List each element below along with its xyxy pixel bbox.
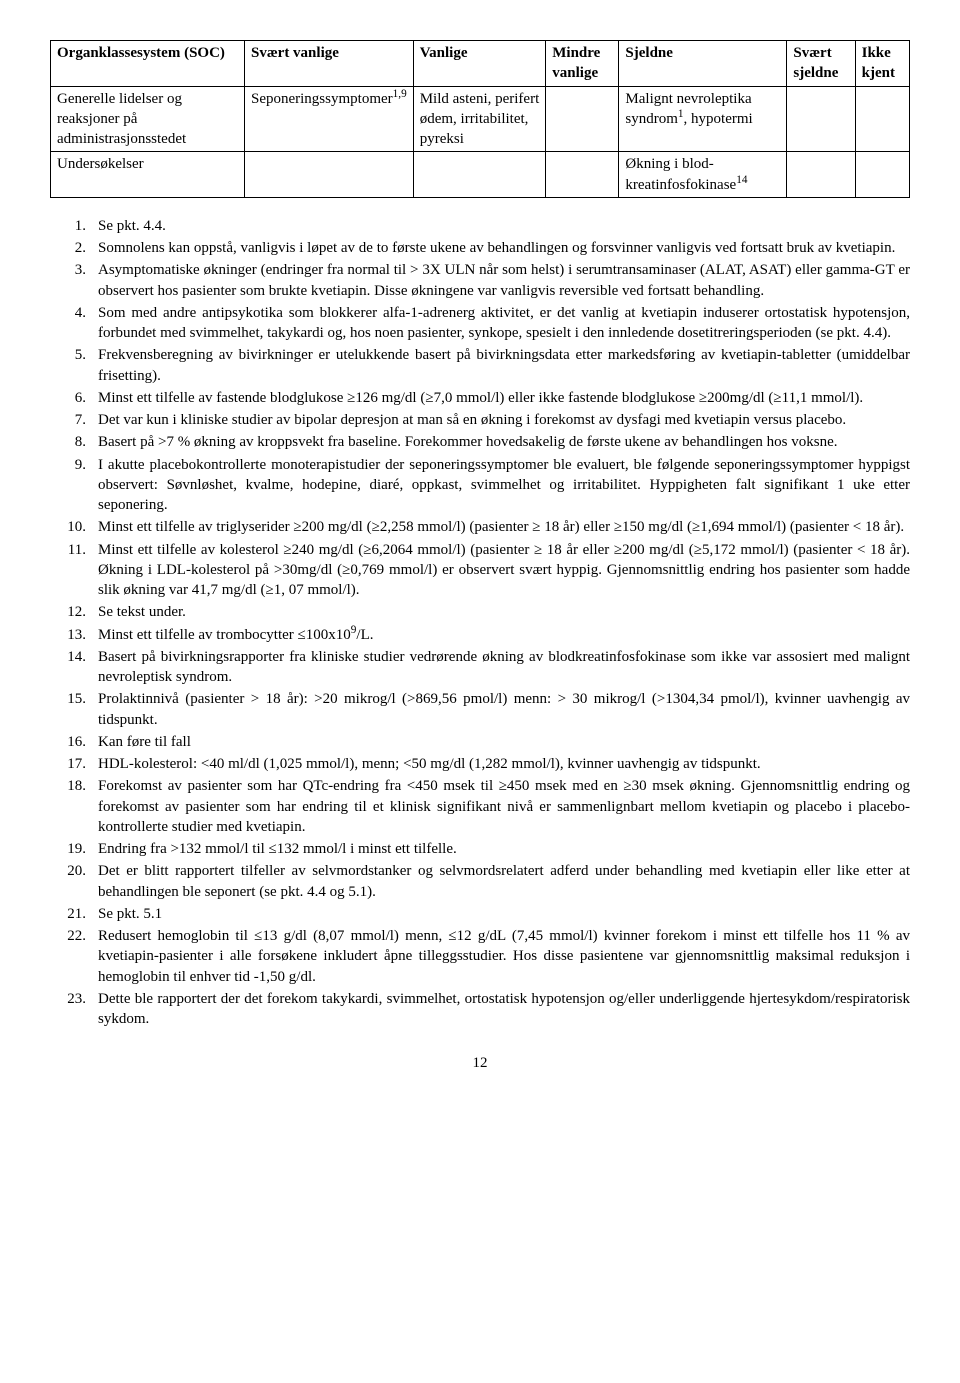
table-header-row: Organklassesystem (SOC) Svært vanlige Va… [51, 41, 910, 87]
page-number: 12 [50, 1053, 910, 1073]
table-cell [546, 152, 619, 198]
table-cell: Seponeringssymptomer1,9 [244, 86, 413, 152]
note-item: Det var kun i kliniske studier av bipola… [50, 410, 910, 430]
table-cell [546, 86, 619, 152]
table-cell: Malignt nevroleptika syndrom1, hypotermi [619, 86, 787, 152]
note-item: Redusert hemoglobin til ≤13 g/dl (8,07 m… [50, 926, 910, 987]
note-item: Prolaktinnivå (pasienter > 18 år): >20 m… [50, 689, 910, 730]
col-svart-vanlige: Svært vanlige [244, 41, 413, 87]
note-item: Minst ett tilfelle av fastende blodgluko… [50, 388, 910, 408]
soc-table: Organklassesystem (SOC) Svært vanlige Va… [50, 40, 910, 198]
table-cell [855, 86, 909, 152]
col-soc: Organklassesystem (SOC) [51, 41, 245, 87]
notes-list: Se pkt. 4.4.Somnolens kan oppstå, vanlig… [50, 216, 910, 1030]
col-svart-sjeldne: Svært sjeldne [787, 41, 855, 87]
note-item: Som med andre antipsykotika som blokkere… [50, 303, 910, 344]
note-item: Somnolens kan oppstå, vanligvis i løpet … [50, 238, 910, 258]
note-item: Basert på >7 % økning av kroppsvekt fra … [50, 432, 910, 452]
col-ikke-kjent: Ikke kjent [855, 41, 909, 87]
note-item: Det er blitt rapportert tilfeller av sel… [50, 861, 910, 902]
table-cell [413, 152, 546, 198]
note-item: Endring fra >132 mmol/l til ≤132 mmol/l … [50, 839, 910, 859]
note-item: I akutte placebokontrollerte monoterapis… [50, 455, 910, 516]
note-item: Dette ble rapportert der det forekom tak… [50, 989, 910, 1030]
note-item: Basert på bivirkningsrapporter fra klini… [50, 647, 910, 688]
col-mindre-vanlige: Mindre vanlige [546, 41, 619, 87]
table-cell: Mild asteni, perifert ødem, irritabilite… [413, 86, 546, 152]
note-item: Minst ett tilfelle av trombocytter ≤100x… [50, 625, 910, 645]
col-sjeldne: Sjeldne [619, 41, 787, 87]
col-vanlige: Vanlige [413, 41, 546, 87]
table-cell: Generelle lidelser og reaksjoner på admi… [51, 86, 245, 152]
table-cell [787, 86, 855, 152]
table-cell [855, 152, 909, 198]
table-cell: Økning i blod-kreatinfosfokinase14 [619, 152, 787, 198]
note-item: Asymptomatiske økninger (endringer fra n… [50, 260, 910, 301]
table-cell: Undersøkelser [51, 152, 245, 198]
note-item: Se pkt. 4.4. [50, 216, 910, 236]
note-item: Frekvensberegning av bivirkninger er ute… [50, 345, 910, 386]
note-item: Se tekst under. [50, 602, 910, 622]
note-item: HDL-kolesterol: <40 ml/dl (1,025 mmol/l)… [50, 754, 910, 774]
table-cell [244, 152, 413, 198]
table-row: Undersøkelser Økning i blod-kreatinfosfok… [51, 152, 910, 198]
note-item: Minst ett tilfelle av triglyserider ≥200… [50, 517, 910, 537]
note-item: Minst ett tilfelle av kolesterol ≥240 mg… [50, 540, 910, 601]
table-cell [787, 152, 855, 198]
note-item: Forekomst av pasienter som har QTc-endri… [50, 776, 910, 837]
table-row: Generelle lidelser og reaksjoner på admi… [51, 86, 910, 152]
table-body: Generelle lidelser og reaksjoner på admi… [51, 86, 910, 197]
note-item: Kan føre til fall [50, 732, 910, 752]
note-item: Se pkt. 5.1 [50, 904, 910, 924]
